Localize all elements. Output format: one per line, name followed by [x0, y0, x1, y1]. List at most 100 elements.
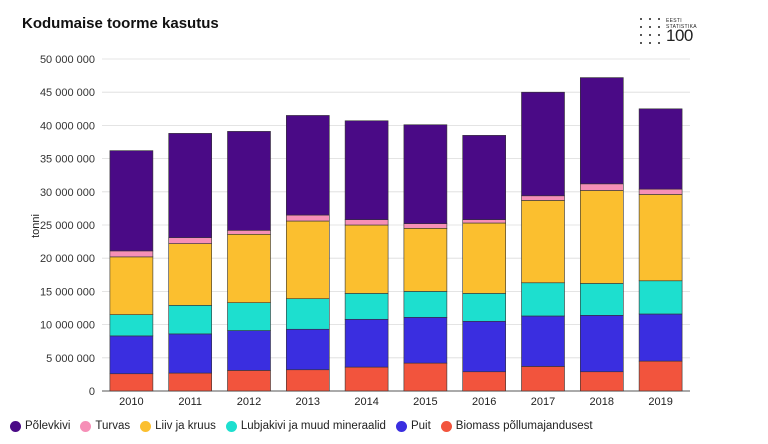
logo-dots-icon: [640, 18, 664, 44]
bar-segment[interactable]: [168, 305, 212, 335]
x-tick-label: 2015: [413, 396, 437, 408]
bar-segment[interactable]: [168, 237, 212, 244]
bar-segment[interactable]: [403, 228, 448, 292]
x-tick-label: 2017: [531, 396, 555, 408]
y-tick-label: 5 000 000: [46, 353, 95, 365]
legend: Põlevkivi Turvas Liiv ja kruus Lubjakivi ja…: [10, 420, 603, 432]
bar-segment[interactable]: [579, 315, 624, 373]
bar-segment[interactable]: [521, 195, 565, 201]
bar-segment[interactable]: [168, 372, 212, 392]
bar-segment[interactable]: [521, 200, 565, 284]
chart-title: Kodumaise toorme kasutus: [22, 15, 219, 32]
bar-segment[interactable]: [403, 124, 448, 224]
bar-segment[interactable]: [344, 293, 389, 320]
legend-swatch-icon: [440, 420, 452, 432]
bar-segment[interactable]: [462, 371, 507, 392]
bar-segment[interactable]: [579, 190, 624, 284]
bar-segment[interactable]: [638, 360, 683, 392]
x-tick-label: 2013: [296, 396, 320, 408]
legend-item[interactable]: Liiv ja kruus: [140, 420, 216, 432]
bar-segment[interactable]: [285, 328, 330, 371]
bar-segment[interactable]: [109, 314, 154, 337]
bar-segment[interactable]: [168, 243, 212, 306]
bar-segment[interactable]: [227, 230, 271, 235]
x-tick-label: 2019: [648, 396, 672, 408]
bar-segment[interactable]: [579, 77, 624, 185]
y-tick-label: 45 000 000: [40, 87, 95, 99]
bar-segment[interactable]: [227, 302, 271, 331]
bar-segment[interactable]: [285, 115, 330, 216]
bar-segment[interactable]: [109, 250, 154, 258]
bar-segment[interactable]: [285, 298, 330, 330]
bar-segment[interactable]: [638, 188, 683, 195]
legend-item[interactable]: Lubjakivi ja muud mineraalid: [225, 420, 386, 432]
bar-segment[interactable]: [462, 219, 507, 224]
y-tick-label: 40 000 000: [40, 120, 95, 132]
bar-segment[interactable]: [462, 222, 507, 294]
bar-segment[interactable]: [521, 315, 565, 367]
bar-segment[interactable]: [109, 256, 154, 315]
legend-label: Biomass põllumajandusest: [455, 420, 593, 432]
stacked-bar-chart: 0 5 000 000 10 000 000 15 000 000 20 000 000…: [30, 54, 690, 408]
bar-segment[interactable]: [344, 366, 389, 392]
bar-segment[interactable]: [462, 320, 507, 373]
bar-segment[interactable]: [109, 150, 154, 252]
bar-segment[interactable]: [521, 366, 565, 392]
bar-segment[interactable]: [638, 280, 683, 315]
logo-line1: EESTI: [666, 18, 682, 24]
legend-swatch-icon: [10, 420, 21, 432]
bar-segment[interactable]: [285, 214, 330, 222]
bar-segment[interactable]: [285, 220, 330, 300]
bar-segment[interactable]: [638, 108, 683, 190]
bar-segment[interactable]: [521, 91, 565, 197]
bar-segment[interactable]: [579, 371, 624, 392]
x-tick-label: 2018: [590, 396, 614, 408]
bar-segment[interactable]: [579, 283, 624, 316]
legend-label: Põlevkivi: [25, 420, 71, 432]
bar-segment[interactable]: [462, 293, 507, 322]
bar-segment[interactable]: [403, 362, 448, 392]
bar-segment[interactable]: [344, 224, 389, 294]
bar-segment[interactable]: [344, 318, 389, 368]
y-tick-label: 10 000 000: [40, 320, 95, 332]
y-tick-label: 20 000 000: [40, 253, 95, 265]
y-tick-label: 30 000 000: [40, 187, 95, 199]
legend-label: Turvas: [95, 420, 131, 432]
y-tick-label: 0: [89, 386, 95, 398]
x-axis-ticks: 2010 2011 2012 2013 2014 2015 2016 2017 2018 2019: [119, 396, 673, 408]
bar-segment[interactable]: [403, 223, 448, 229]
legend-item[interactable]: Turvas: [80, 420, 130, 432]
bar-segment[interactable]: [638, 313, 683, 362]
bar-segment[interactable]: [403, 291, 448, 318]
bar-segment[interactable]: [227, 370, 271, 392]
bar-segment[interactable]: [227, 131, 271, 231]
bar-segment[interactable]: [403, 316, 448, 364]
bar-segment[interactable]: [285, 369, 330, 392]
x-tick-label: 2011: [178, 396, 202, 408]
bar-segment[interactable]: [168, 133, 212, 238]
legend-swatch-icon: [140, 420, 152, 432]
bar-segment[interactable]: [109, 373, 154, 392]
y-tick-label: 50 000 000: [40, 54, 95, 66]
bar-segment[interactable]: [638, 194, 683, 282]
y-axis-ticks: 0 5 000 000 10 000 000 15 000 000 20 000 000…: [40, 54, 95, 398]
legend-item[interactable]: Põlevkivi: [10, 420, 70, 432]
bar-segment[interactable]: [521, 282, 565, 317]
y-axis-label: tonni: [30, 214, 42, 238]
y-tick-label: 15 000 000: [40, 286, 95, 298]
bar-segment[interactable]: [227, 330, 271, 371]
bar-segment[interactable]: [109, 335, 154, 375]
bar-segment[interactable]: [344, 120, 389, 220]
bars: [109, 77, 683, 392]
bar-segment[interactable]: [227, 233, 271, 303]
x-tick-label: 2014: [354, 396, 378, 408]
legend-item[interactable]: Biomass põllumajandusest: [440, 420, 593, 432]
bar-segment[interactable]: [462, 135, 507, 220]
x-tick-label: 2012: [237, 396, 261, 408]
bar-segment[interactable]: [344, 219, 389, 226]
bar-segment[interactable]: [168, 333, 212, 374]
bar-segment[interactable]: [579, 183, 624, 191]
legend-item[interactable]: Puit: [395, 420, 431, 432]
logo-text: EESTI STATISTIKA: [666, 18, 697, 30]
logo-line2: STATISTIKA: [666, 24, 697, 30]
